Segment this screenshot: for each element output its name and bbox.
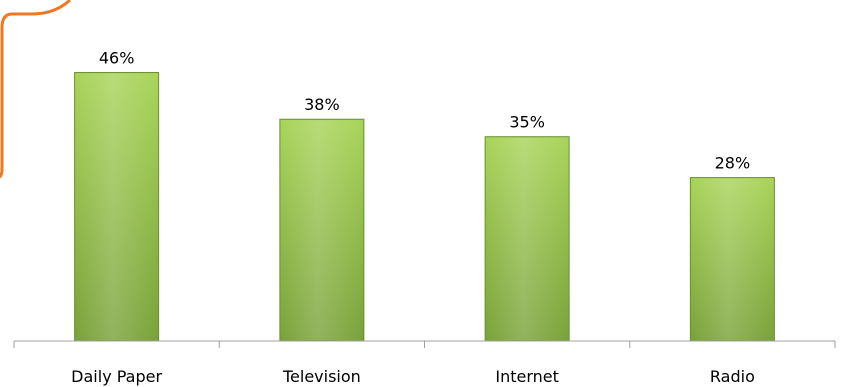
data-label-television: 38% [304,95,340,114]
x-axis [13,340,836,348]
bars-group [74,72,775,342]
data-label-daily-paper: 46% [99,49,135,68]
callout-box-edge [0,0,72,179]
bar-highlight [75,73,158,340]
bar-highlight [486,137,569,340]
data-label-internet: 35% [509,113,545,132]
bar-highlight [691,178,774,340]
value-labels-group: 46% 38% 35% 28% [99,49,750,173]
bar-highlight [280,120,363,340]
x-tick-label-daily-paper: Daily Paper [71,367,162,386]
category-labels-group: Daily Paper Television Internet Radio [71,367,755,386]
data-label-radio: 28% [715,154,751,173]
x-tick-label-television: Television [282,367,361,386]
x-tick-label-radio: Radio [710,367,755,386]
x-tick-label-internet: Internet [495,367,559,386]
